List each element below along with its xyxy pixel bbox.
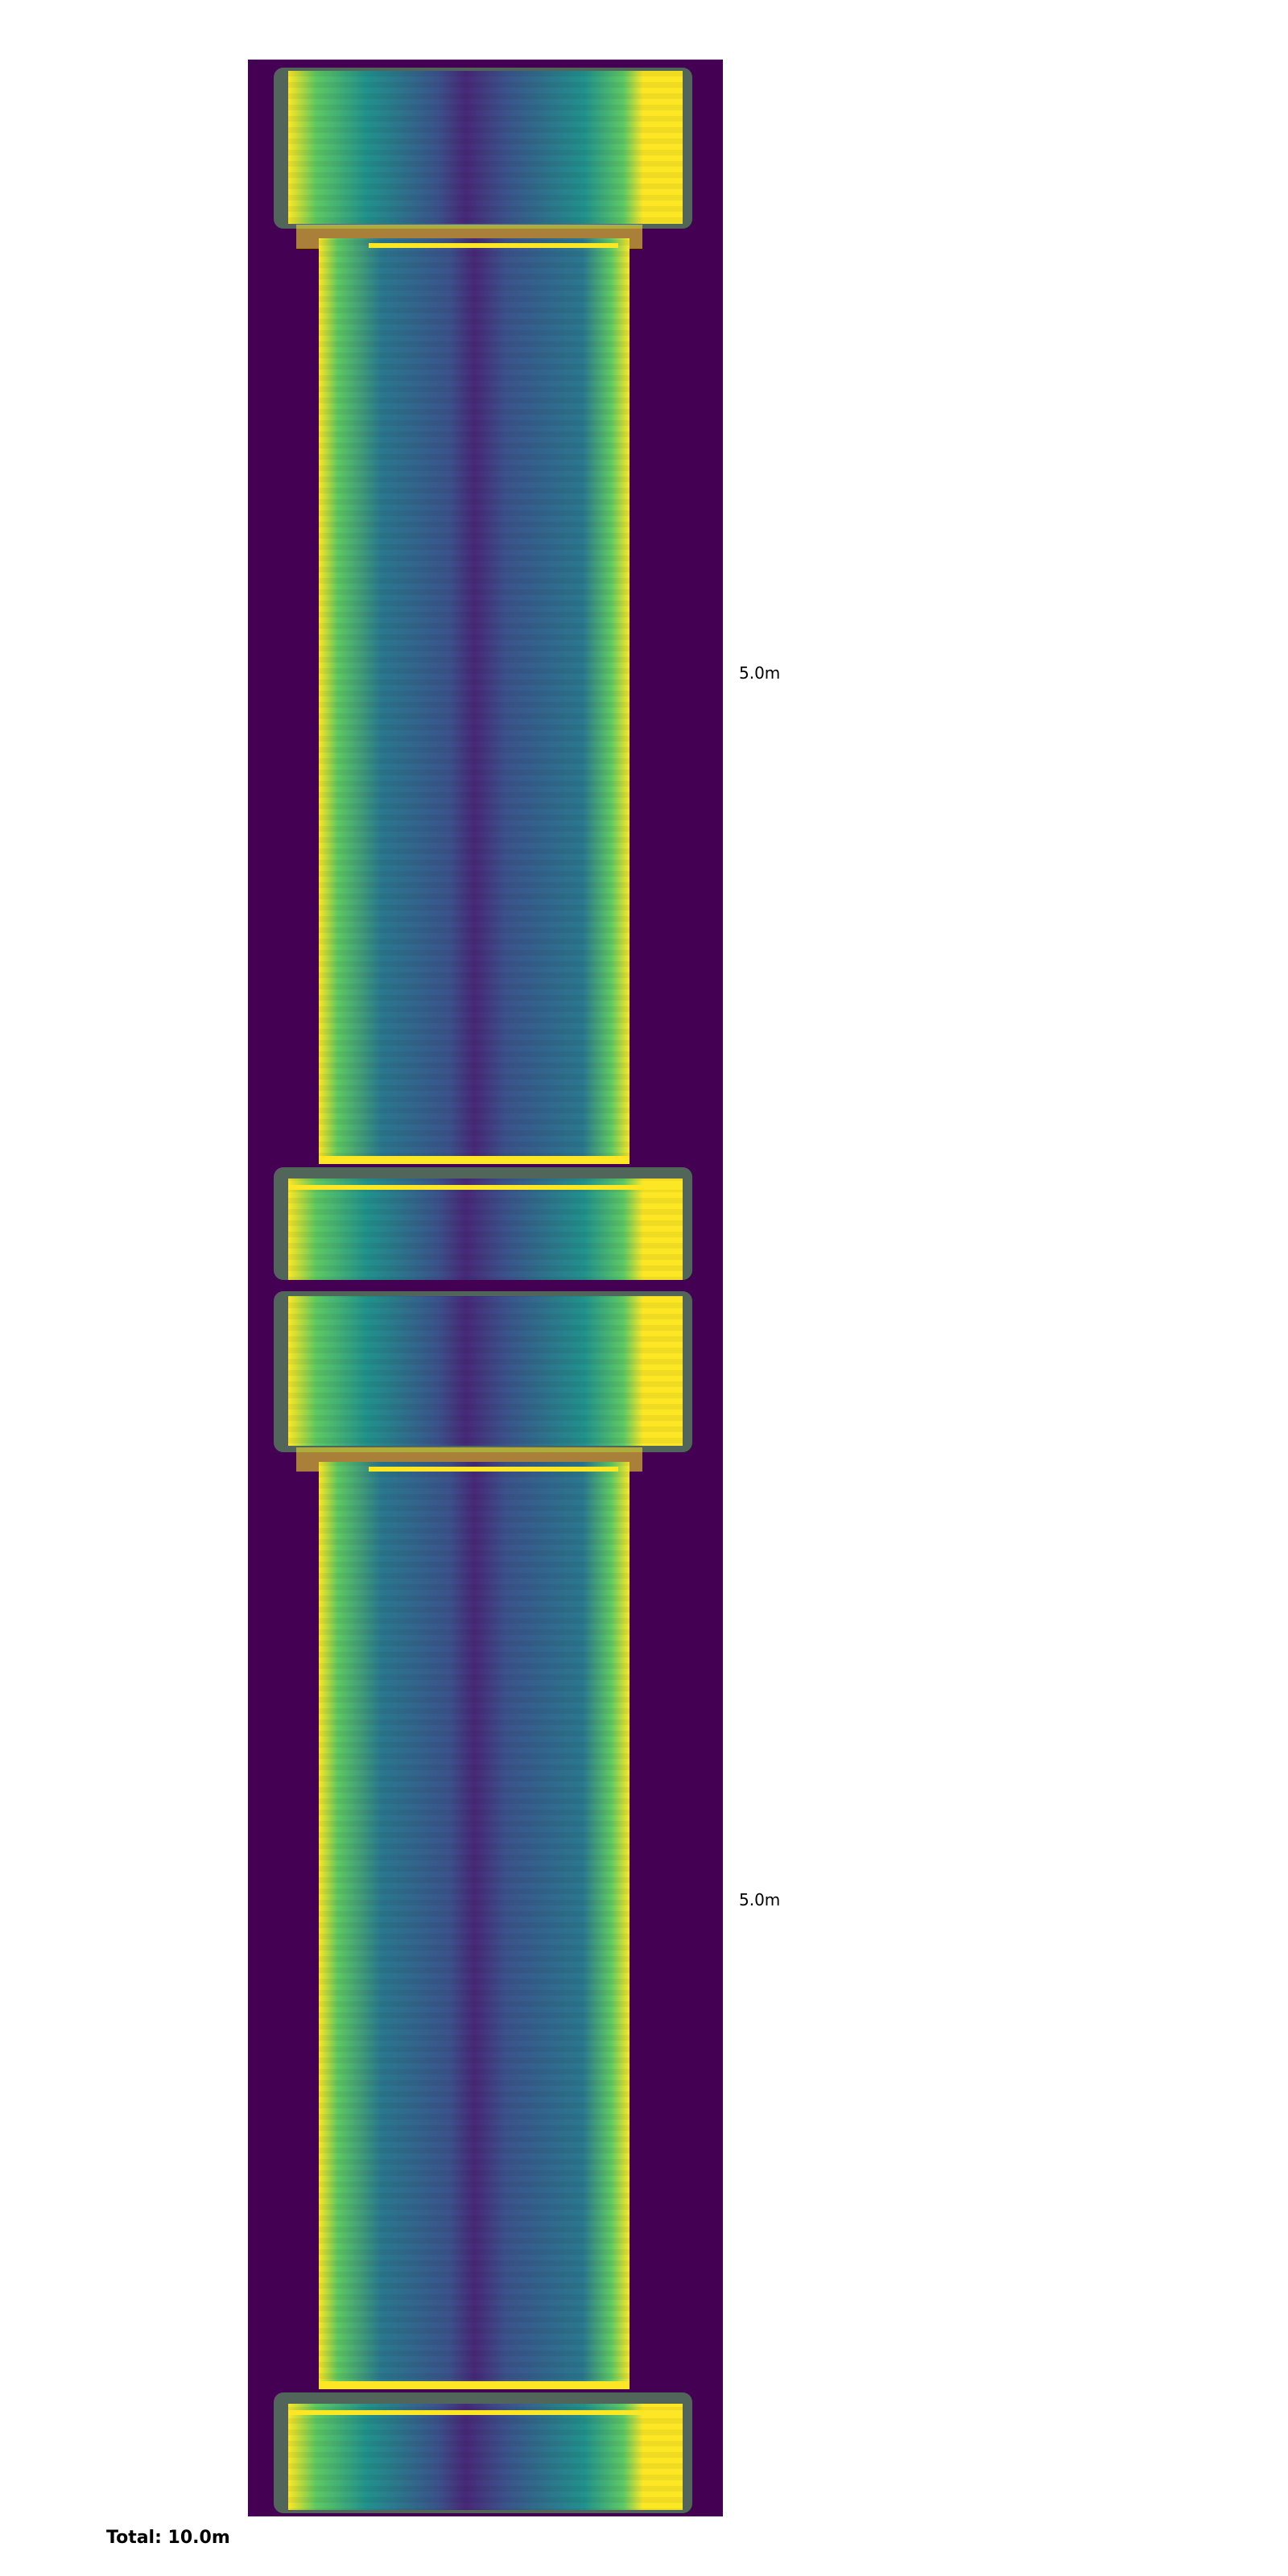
segment-1-length-label: 5.0m — [739, 665, 780, 681]
total-length-label: Total: 10.0m — [106, 2529, 230, 2547]
core-segment-1 — [248, 60, 723, 1286]
core-segment-1-image — [248, 60, 723, 1286]
segment-2-length-label: 5.0m — [739, 1892, 780, 1908]
core-segment-2-image — [248, 1291, 723, 2516]
core-segment-2 — [248, 1291, 723, 2516]
core-scan-strip — [248, 60, 723, 2516]
